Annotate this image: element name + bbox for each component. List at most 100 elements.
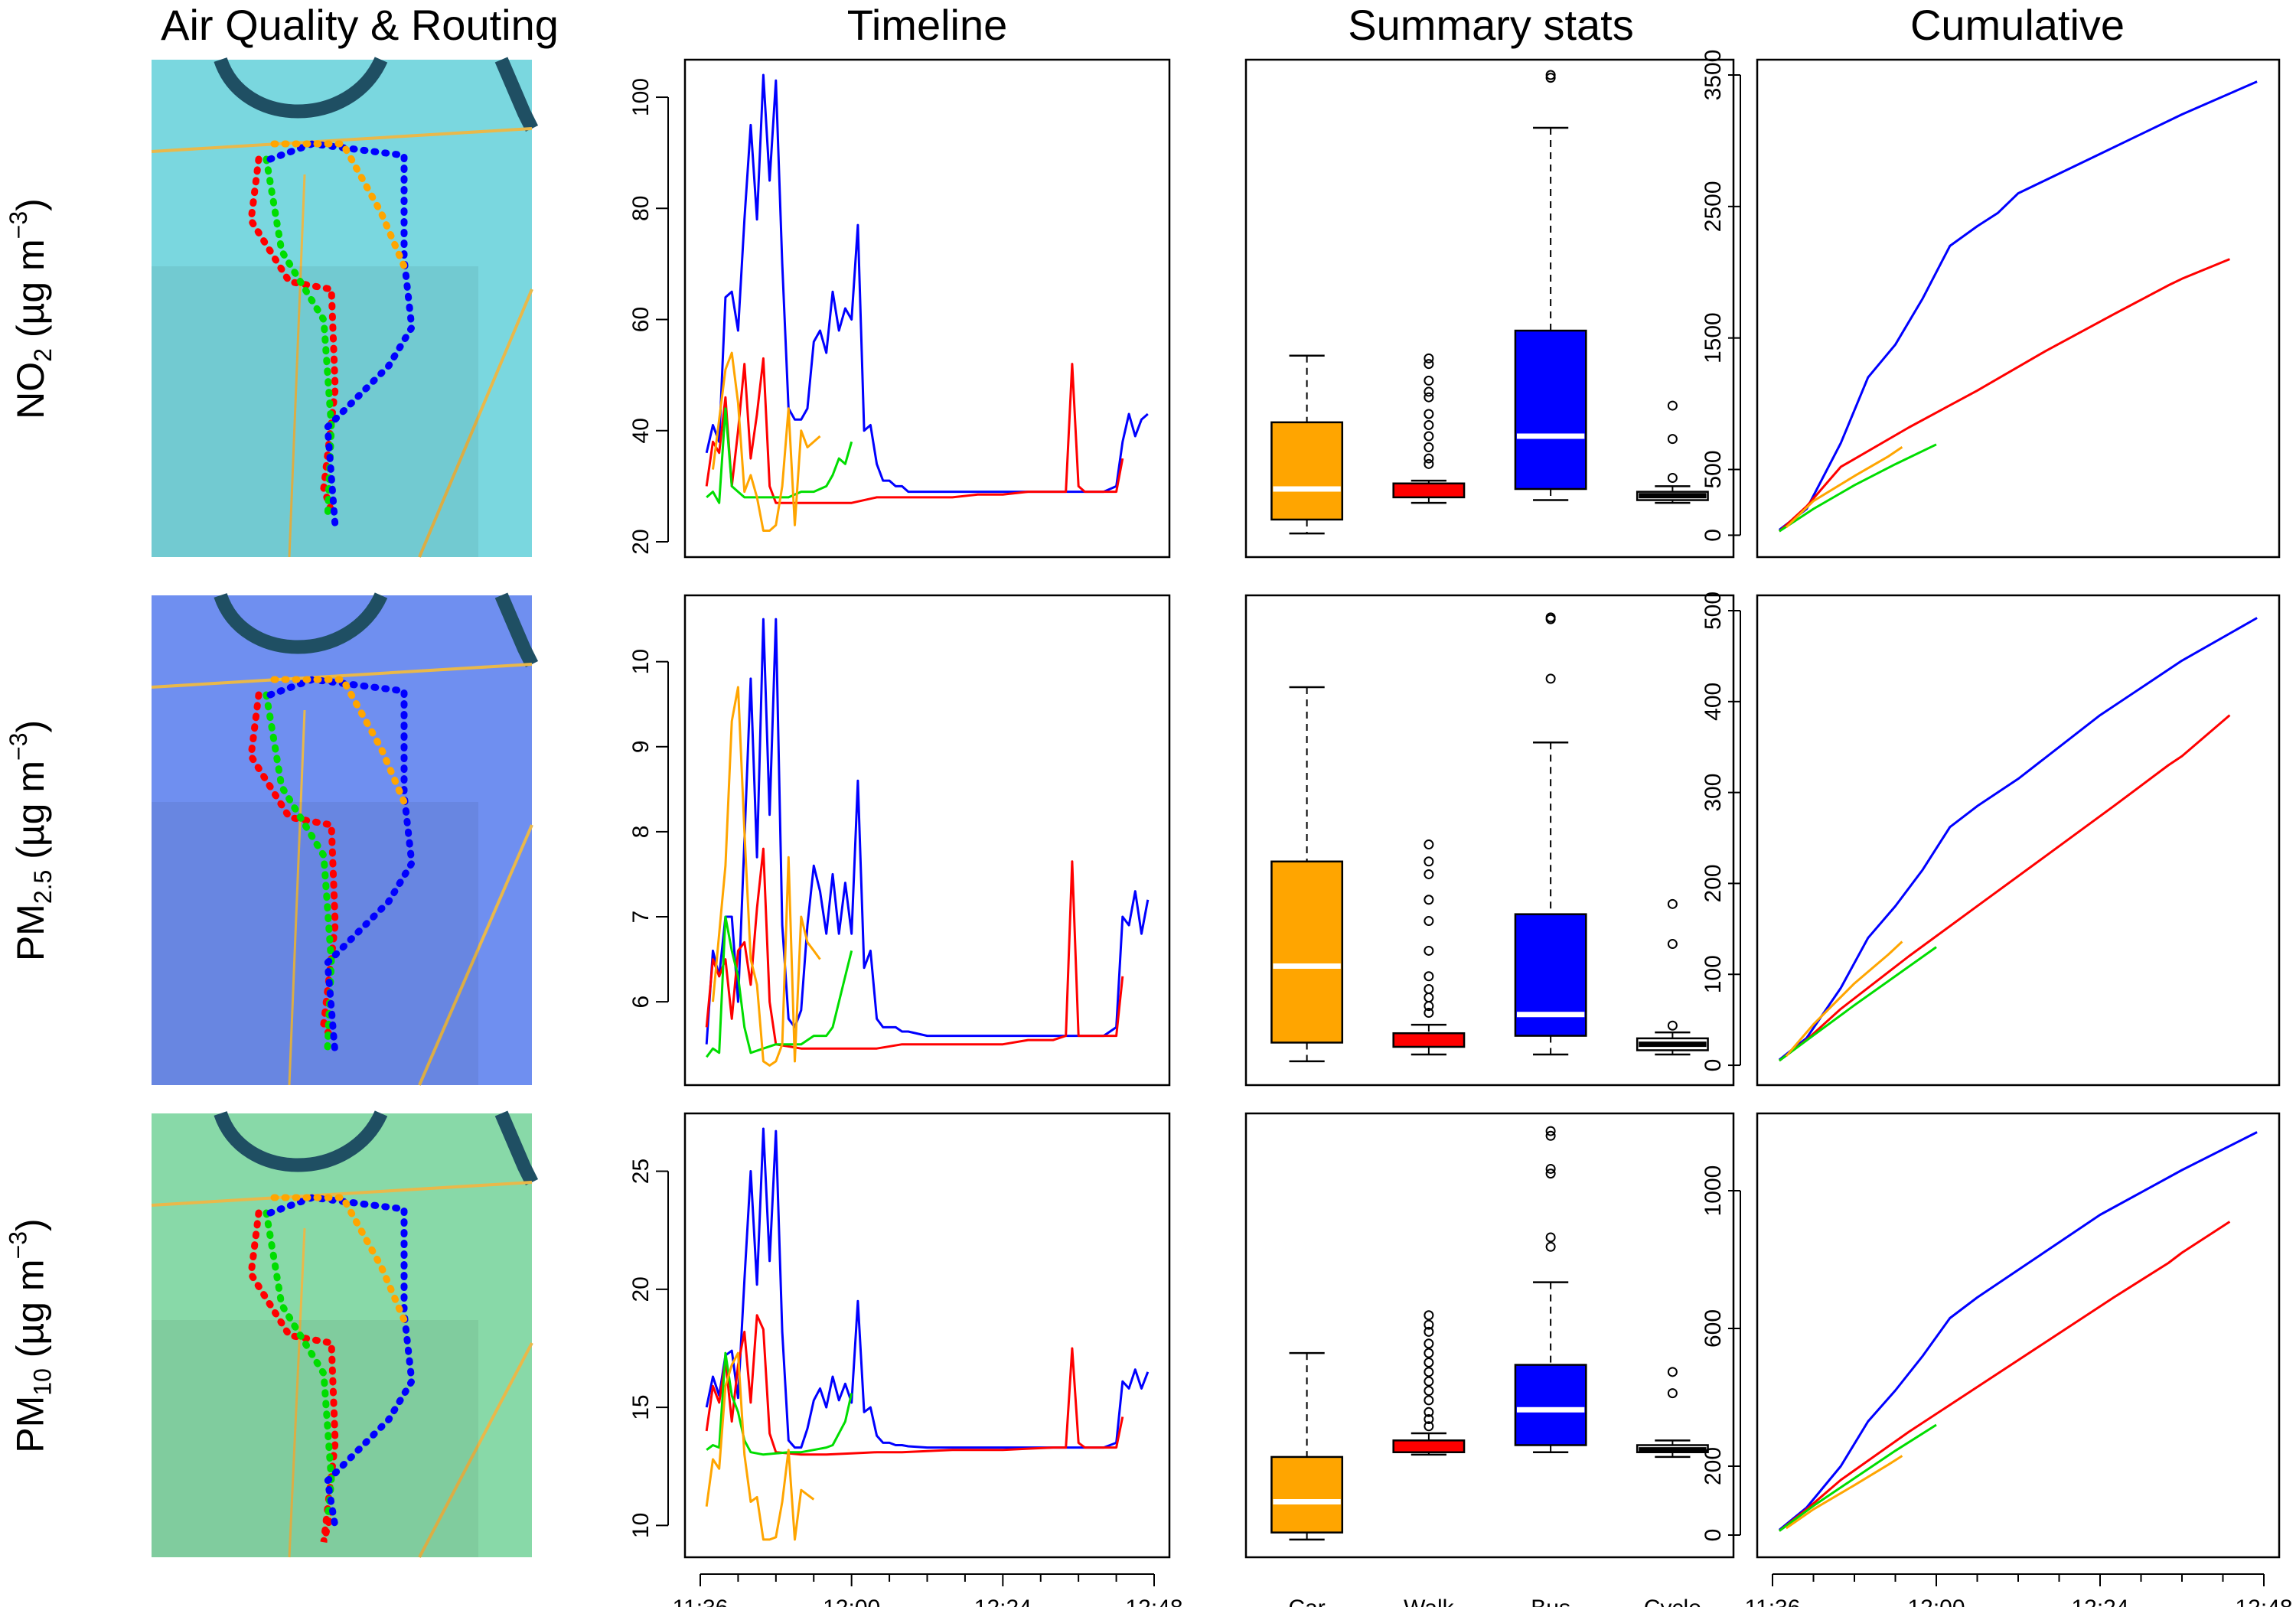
summary-pm10-outlier-walk (1424, 1319, 1434, 1330)
timeline-pm25-series-walk (705, 847, 1124, 1050)
summary-no2-outlier-walk (1424, 386, 1434, 397)
summary-pm10-category-label: Cycle (1644, 1596, 1701, 1607)
route-path (270, 1194, 408, 1324)
cumulative-pm25-y-tick-label: 200 (1701, 864, 1726, 902)
cumulative-pm10-y-tick-label: 600 (1701, 1309, 1726, 1348)
cumulative-no2-y-tick-label: 1500 (1701, 312, 1726, 363)
summary-pm25-outlier-walk (1424, 895, 1434, 905)
summary-no2-outlier-walk (1424, 431, 1434, 442)
summary-pm25-frame (1244, 594, 1735, 1087)
map-shaded-area (152, 1320, 478, 1557)
cumulative-pm25-series-walk (1778, 714, 2231, 1062)
summary-pm10-box-car (1270, 1455, 1344, 1534)
river-shape (214, 57, 388, 119)
timeline-pm25-series-car (712, 686, 821, 1067)
summary-pm25-outlier-walk (1424, 993, 1434, 1003)
map-shaded-area (152, 802, 478, 1085)
summary-pm25-box-bus (1514, 913, 1587, 1037)
summary-pm10-outlier-walk (1424, 1386, 1434, 1397)
summary-no2-box-bus (1514, 329, 1587, 491)
cumulative-pm10-series-car (1785, 1455, 1903, 1530)
cumulative-pm10-x-tick-label: 12:00 (1907, 1596, 1965, 1607)
summary-pm25-outlier-walk (1424, 916, 1434, 927)
summary-no2-outlier-cycle (1667, 434, 1678, 445)
summary-pm10-outlier-walk (1424, 1395, 1434, 1406)
timeline-pm25-frame (683, 594, 1171, 1087)
route-map-pm10 (151, 1110, 539, 1558)
summary-pm10-category-label: Car (1288, 1596, 1325, 1607)
summary-pm10-outlier-cycle (1667, 1367, 1678, 1377)
road-line (151, 663, 533, 689)
cumulative-pm10-x-tick-label: 12:24 (2071, 1596, 2128, 1607)
summary-pm25-outlier-walk (1424, 971, 1434, 982)
summary-no2-box-car (1270, 421, 1344, 521)
summary-pm10-outlier-bus (1545, 1232, 1556, 1243)
summary-pm25-outlier-bus (1545, 673, 1556, 684)
summary-pm10-frame (1244, 1112, 1735, 1559)
summary-pm10-outlier-bus (1545, 1241, 1556, 1252)
cumulative-pm10-series-bus (1778, 1131, 2258, 1531)
summary-pm10-outlier-bus (1545, 1169, 1556, 1179)
summary-no2-outlier-bus (1545, 73, 1556, 83)
summary-pm10-outlier-walk (1424, 1414, 1434, 1425)
summary-pm10-category-label: Bus (1531, 1596, 1570, 1607)
river-shape (494, 1110, 539, 1186)
summary-pm10-outlier-cycle (1667, 1388, 1678, 1399)
cumulative-no2-y-tick-label: 3500 (1701, 50, 1726, 101)
summary-pm10-outlier-bus (1545, 1163, 1556, 1174)
summary-pm25-outlier-walk (1424, 869, 1434, 879)
river-shape (494, 592, 539, 668)
timeline-pm25-series-bus (705, 618, 1150, 1045)
timeline-pm10-x-tick-label: 12:00 (823, 1596, 880, 1607)
cumulative-pm10-series-walk (1778, 1221, 2231, 1532)
cumulative-pm25-frame (1756, 594, 2281, 1087)
route-path (266, 676, 416, 1058)
cumulative-pm10-x-tick-label: 12:48 (2235, 1596, 2292, 1607)
timeline-no2-series-walk (705, 357, 1124, 504)
summary-no2-outlier-bus (1545, 70, 1556, 80)
summary-pm10-outlier-walk (1424, 1310, 1434, 1321)
timeline-no2-series-cycle (706, 407, 853, 504)
cumulative-no2-y-tick-label: 2500 (1701, 181, 1726, 232)
river-shape (214, 1110, 388, 1172)
summary-no2-outlier-cycle (1667, 400, 1678, 411)
route-path (266, 140, 416, 530)
cumulative-pm10-y-tick-label: 0 (1701, 1529, 1726, 1542)
road-line (418, 824, 533, 1086)
summary-pm10-outlier-walk (1424, 1338, 1434, 1349)
summary-no2-outlier-walk (1424, 420, 1434, 430)
summary-pm10-outlier-walk (1424, 1326, 1434, 1337)
timeline-pm25-y-tick-label: 7 (628, 911, 654, 924)
cumulative-pm10-y-tick-label: 200 (1701, 1447, 1726, 1485)
timeline-pm10-x-tick-label: 11:36 (673, 1596, 729, 1607)
timeline-pm10-x-tick-label: 12:48 (1125, 1596, 1182, 1607)
summary-pm10-outlier-walk (1424, 1348, 1434, 1358)
summary-pm25-outlier-bus (1545, 612, 1556, 623)
timeline-pm10-series-bus (705, 1127, 1150, 1449)
summary-no2-outlier-walk (1424, 392, 1434, 403)
summary-pm25-outlier-cycle (1667, 898, 1678, 909)
cumulative-pm25-series-cycle (1779, 946, 1937, 1062)
cumulative-pm10-series-cycle (1779, 1423, 1937, 1532)
road-line (418, 288, 533, 558)
summary-no2-outlier-walk (1424, 458, 1434, 469)
cumulative-pm25-y-tick-label: 400 (1701, 683, 1726, 721)
timeline-pm10-y-tick-label: 10 (628, 1513, 654, 1538)
timeline-pm10-x-tick-label: 12:24 (974, 1596, 1032, 1607)
column-title-cumulative: Cumulative (1910, 1, 2125, 49)
summary-pm25-outlier-cycle (1667, 939, 1678, 950)
cumulative-no2-series-cycle (1779, 443, 1937, 533)
road-line (151, 127, 533, 153)
summary-pm25-outlier-walk (1424, 1008, 1434, 1019)
timeline-pm10-y-tick-label: 15 (628, 1394, 654, 1420)
timeline-no2-y-tick-label: 100 (628, 78, 654, 116)
timeline-pm25-y-tick-label: 10 (628, 649, 654, 674)
timeline-no2-y-tick-label: 80 (628, 196, 654, 221)
summary-pm10-category-label: Walk (1404, 1596, 1455, 1607)
route-path (247, 691, 339, 1043)
summary-pm10-outlier-bus (1545, 1130, 1556, 1141)
cumulative-no2-y-tick-label: 500 (1701, 450, 1726, 488)
cumulative-pm10-x-tick-label: 11:36 (1745, 1596, 1801, 1607)
timeline-no2-series-car (712, 351, 821, 532)
summary-no2-outlier-cycle (1667, 472, 1678, 483)
